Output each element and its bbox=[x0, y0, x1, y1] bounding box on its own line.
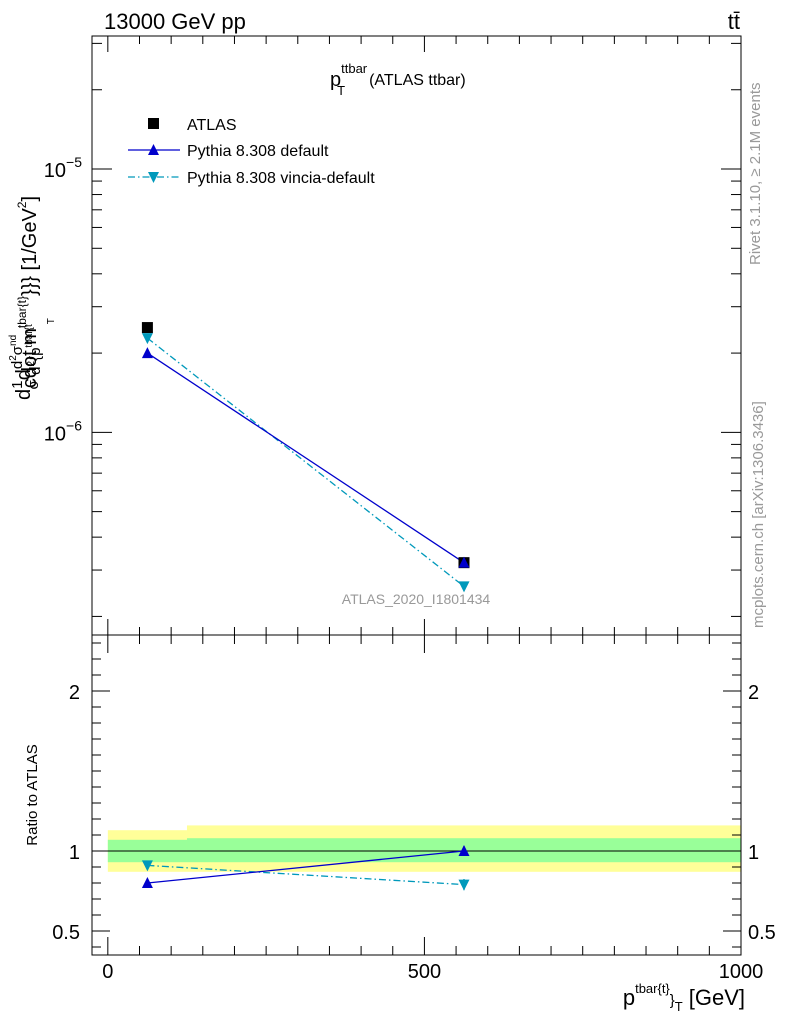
title-main: p bbox=[330, 69, 341, 91]
ylabel-frac-den: σ bbox=[25, 380, 42, 390]
legend-marker-default bbox=[148, 144, 159, 155]
ylabel-num: d bbox=[9, 361, 26, 369]
ylabel-rest-sup: tbar{t} bbox=[15, 296, 29, 328]
ratio-series bbox=[141, 845, 470, 891]
ylabel-den-rest: {p bbox=[27, 348, 44, 361]
ratio-point bbox=[141, 860, 153, 872]
main-series bbox=[141, 322, 470, 593]
ratio-y-tick-label-right: 0.5 bbox=[748, 922, 776, 944]
ratio-y-tick-label: 0.5 bbox=[52, 922, 80, 944]
xlabel-sup: tbar{t} bbox=[635, 981, 670, 996]
ylabel-num-sup: 2 bbox=[8, 355, 19, 361]
x-tick-label: 0 bbox=[102, 961, 113, 983]
ylabel-num-sym: σ bbox=[9, 345, 26, 355]
main-y-tick-label: 10−5 bbox=[44, 154, 82, 182]
ratio-bands bbox=[107, 825, 742, 872]
ratio-vincia-line bbox=[147, 864, 465, 886]
xlabel-mid: } bbox=[670, 992, 675, 1009]
ratio-frame bbox=[91, 634, 742, 956]
watermark: ATLAS_2020_I1801434 bbox=[342, 591, 491, 607]
chart-title: pttbar T (ATLAS ttbar) bbox=[330, 61, 466, 98]
ratio-y-tick-label: 1 bbox=[69, 842, 80, 864]
ratio-point bbox=[141, 877, 153, 888]
ylabel-den-sub: T bbox=[46, 318, 57, 324]
rivet-label: Rivet 3.1.10, ≥ 2.1M events bbox=[747, 83, 764, 266]
source-label: mcplots.cern.ch [arXiv:1306.3436] bbox=[750, 401, 767, 628]
xlabel-base: p bbox=[623, 985, 635, 1010]
tick-exp: −5 bbox=[66, 154, 82, 170]
ratio-point bbox=[458, 879, 470, 891]
vincia-point bbox=[458, 581, 470, 593]
ratio-y-tick-label-right: 1 bbox=[748, 842, 759, 864]
x-axis-label: ptbar{t}}T [GeV] bbox=[623, 981, 745, 1014]
legend-label-default: Pythia 8.308 default bbox=[187, 143, 329, 160]
legend-label-vincia: Pythia 8.308 vincia-default bbox=[187, 170, 375, 187]
default-line bbox=[147, 352, 465, 564]
legend: ATLAS Pythia 8.308 default Pythia 8.308 … bbox=[128, 117, 375, 187]
ratio-y-tick-label-right: 2 bbox=[748, 682, 759, 704]
ratio-y-tick-label: 2 bbox=[69, 682, 80, 704]
ylabel-rest: cdot m bbox=[19, 328, 41, 388]
ylabel-rest-close: ] bbox=[19, 196, 41, 202]
ylabel-den: d bbox=[27, 367, 44, 375]
title-sup: ttbar bbox=[341, 61, 368, 76]
legend-marker-atlas bbox=[148, 118, 159, 129]
ylabel-rest-tail: }}} [1/GeV bbox=[19, 208, 41, 297]
title-suffix: (ATLAS ttbar) bbox=[369, 72, 466, 89]
legend-marker-vincia bbox=[148, 172, 159, 183]
vincia-line bbox=[147, 337, 465, 587]
ratio-point bbox=[458, 845, 470, 856]
atlas-point bbox=[141, 322, 153, 334]
main-axis-ticks: 10−510−6 bbox=[44, 36, 742, 635]
ratio-y-axis-label: Ratio to ATLAS bbox=[24, 744, 41, 845]
legend-label-atlas: ATLAS bbox=[187, 117, 237, 134]
ylabel-d2: d bbox=[13, 369, 35, 380]
xlabel-sub: T bbox=[675, 999, 683, 1014]
process-label: tt̄ bbox=[728, 9, 740, 34]
default-point bbox=[141, 347, 153, 359]
ylabel-rest-tail-sup: 2 bbox=[15, 201, 29, 208]
ylabel-den-sup2: tbar{t bbox=[24, 324, 35, 348]
ylabel-den-sup: 2 bbox=[26, 361, 37, 367]
main-y-axis-label: d1σdd2σndd2{ptbar{tTcdot mtbar{t}}}} [1/… bbox=[8, 196, 57, 400]
x-tick-label: 500 bbox=[408, 961, 441, 983]
ratio-default-line bbox=[147, 850, 465, 884]
tick-base: 10 bbox=[44, 160, 66, 182]
ratio-panel: 2 2 1 1 0.5 0.5 0 500 1000 Ratio to ATLAS ptbar{… bbox=[24, 634, 776, 1014]
tick-exp: −6 bbox=[66, 417, 82, 433]
main-y-tick-label: 10−6 bbox=[44, 417, 82, 445]
ylabel-frac-num: 1 bbox=[9, 381, 26, 389]
xlabel-unit: [GeV] bbox=[689, 985, 745, 1010]
ylabel-d1: d bbox=[13, 389, 35, 400]
ylabel-num-sup2: nd bbox=[8, 335, 19, 346]
x-tick-label: 1000 bbox=[719, 961, 764, 983]
ratio-axis-ticks: 2 2 1 1 0.5 0.5 0 500 1000 bbox=[52, 635, 776, 983]
default-point bbox=[458, 556, 470, 568]
energy-label: 13000 GeV pp bbox=[104, 9, 246, 34]
main-panel: 10−510−6 ATLAS_2020_I1801434 pttbar T(ATL… bbox=[8, 35, 742, 636]
title-sub: T bbox=[337, 83, 345, 98]
tick-base: 10 bbox=[44, 423, 66, 445]
vincia-point bbox=[141, 333, 153, 345]
